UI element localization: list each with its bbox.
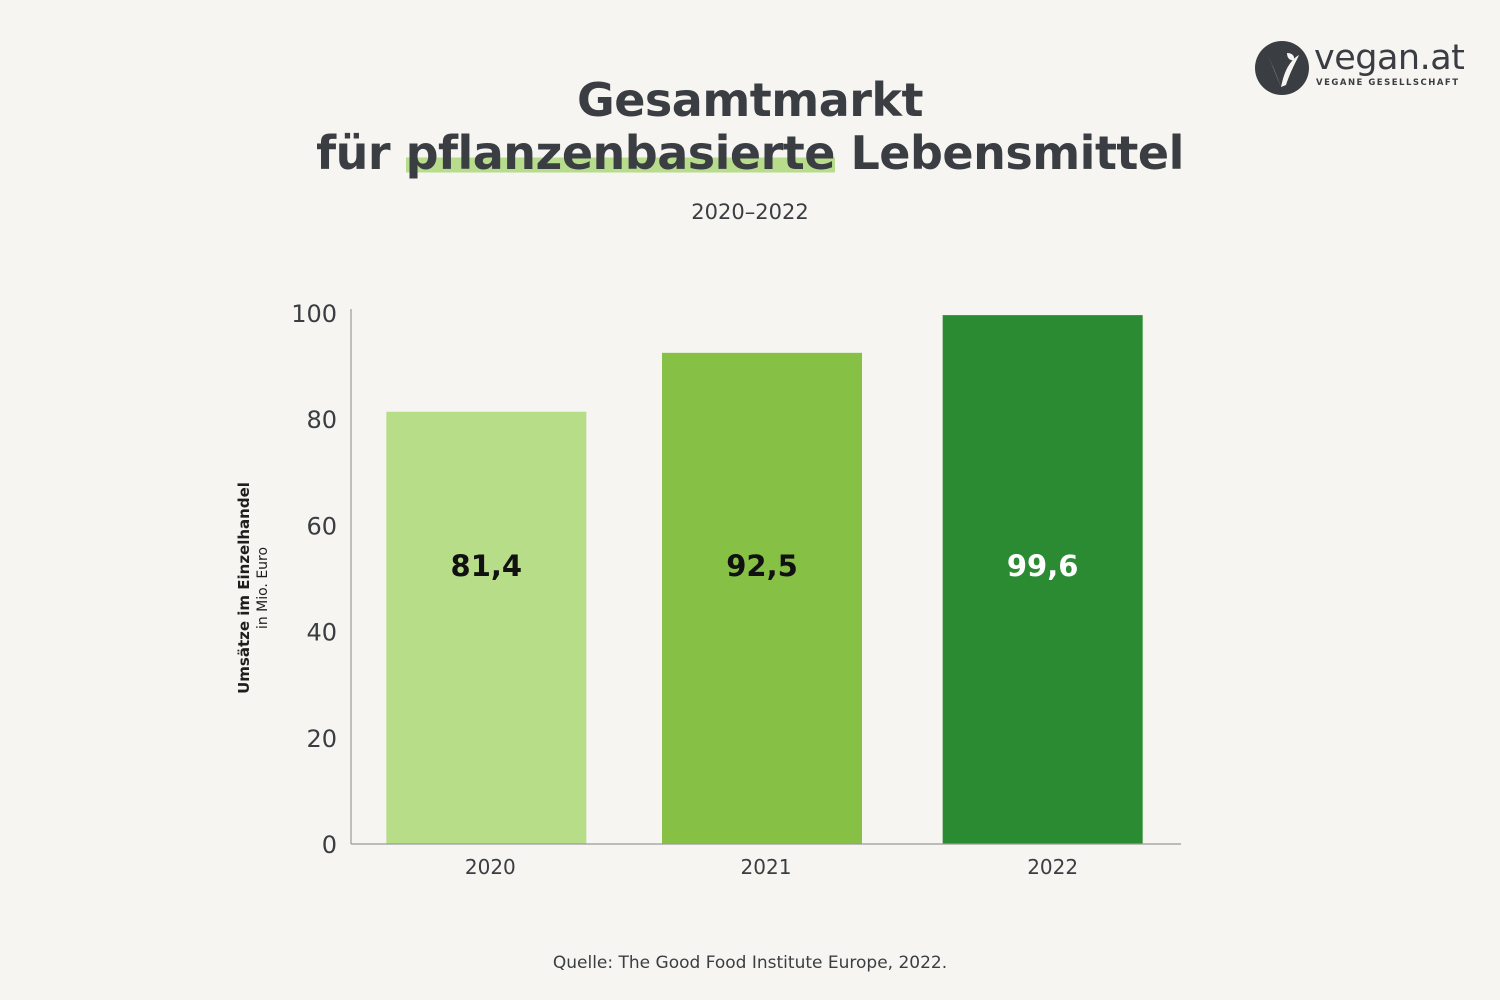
title-line-2-prefix: für xyxy=(316,126,406,180)
logo-tagline: VEGANE GESELLSCHAFT xyxy=(1316,78,1460,88)
chart-title: Gesamtmarkt für pflanzenbasierte Lebensm… xyxy=(0,74,1500,180)
x-tick-label: 2020 xyxy=(465,855,516,879)
y-tick-label: 40 xyxy=(306,619,337,647)
y-tick-label: 20 xyxy=(306,725,337,753)
y-axis-label: Umsätze im Einzelhandel in Mio. Euro xyxy=(234,482,272,694)
vegan-leaf-logo-icon xyxy=(1255,41,1309,95)
bar xyxy=(386,411,587,844)
y-tick-label: 100 xyxy=(291,300,337,328)
y-axis-title: Umsätze im Einzelhandel xyxy=(235,482,253,694)
y-tick-label: 0 xyxy=(322,831,337,859)
x-tick-label: 2021 xyxy=(741,855,792,879)
x-tick-label: 2022 xyxy=(1027,855,1078,879)
bar xyxy=(662,352,862,844)
title-line-1: Gesamtmarkt xyxy=(576,73,924,127)
bar-value-label: 92,5 xyxy=(726,549,798,583)
chart-subtitle: 2020–2022 xyxy=(691,200,809,224)
title-highlight: pflanzenbasierte xyxy=(405,126,835,180)
source-note: Quelle: The Good Food Institute Europe, … xyxy=(552,953,948,973)
bar-value-label: 81,4 xyxy=(451,549,523,583)
y-tick-label: 80 xyxy=(306,406,337,434)
title-line-2: für pflanzenbasierte Lebensmittel xyxy=(0,126,1500,180)
bar xyxy=(942,315,1143,844)
title-line-2-suffix: Lebensmittel xyxy=(834,126,1184,180)
logo-name: vegan.at xyxy=(1314,38,1465,78)
y-tick-label: 60 xyxy=(306,512,337,540)
bar-value-label: 99,6 xyxy=(1007,549,1079,583)
y-axis-unit: in Mio. Euro xyxy=(255,546,271,630)
logo: vegan.at VEGANE GESELLSCHAFT xyxy=(1254,38,1474,98)
